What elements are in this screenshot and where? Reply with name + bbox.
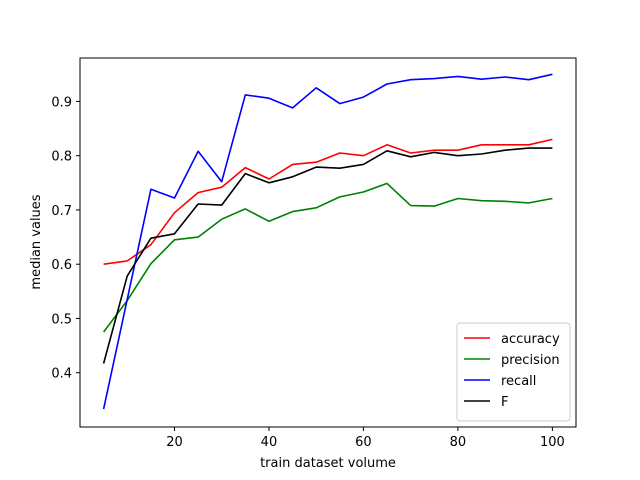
- series-line-f: [102, 147, 553, 364]
- x-axis: 20 40 60 80 100: [166, 427, 565, 450]
- series-line-recall: [102, 73, 553, 410]
- legend: accuracy precision recall F: [456, 322, 571, 422]
- legend-label: precision: [501, 353, 560, 368]
- series-line-accuracy: [103, 138, 553, 265]
- series-line-precision: [102, 182, 553, 333]
- legend-box: [456, 322, 571, 422]
- y-axis-label: median values: [29, 194, 44, 289]
- x-tick-label: 80: [450, 435, 467, 450]
- x-tick-label: 20: [166, 435, 183, 450]
- x-axis-label: train dataset volume: [260, 456, 396, 471]
- legend-label: recall: [501, 374, 536, 389]
- y-tick-label: 0.7: [51, 204, 72, 219]
- y-tick-label: 0.6: [51, 258, 72, 273]
- legend-label: F: [501, 395, 508, 410]
- y-axis: 0.4 0.5 0.6 0.7 0.8 0.9: [51, 95, 80, 382]
- legend-label: accuracy: [501, 332, 560, 347]
- x-tick-label: 100: [540, 435, 565, 450]
- series-layer: [102, 73, 553, 410]
- y-tick-label: 0.8: [51, 150, 72, 165]
- y-tick-label: 0.9: [51, 95, 72, 110]
- axes-frame: [79, 57, 577, 428]
- x-tick-label: 40: [261, 435, 278, 450]
- x-tick-label: 60: [355, 435, 372, 450]
- y-tick-label: 0.4: [51, 367, 72, 382]
- y-tick-label: 0.5: [51, 312, 72, 327]
